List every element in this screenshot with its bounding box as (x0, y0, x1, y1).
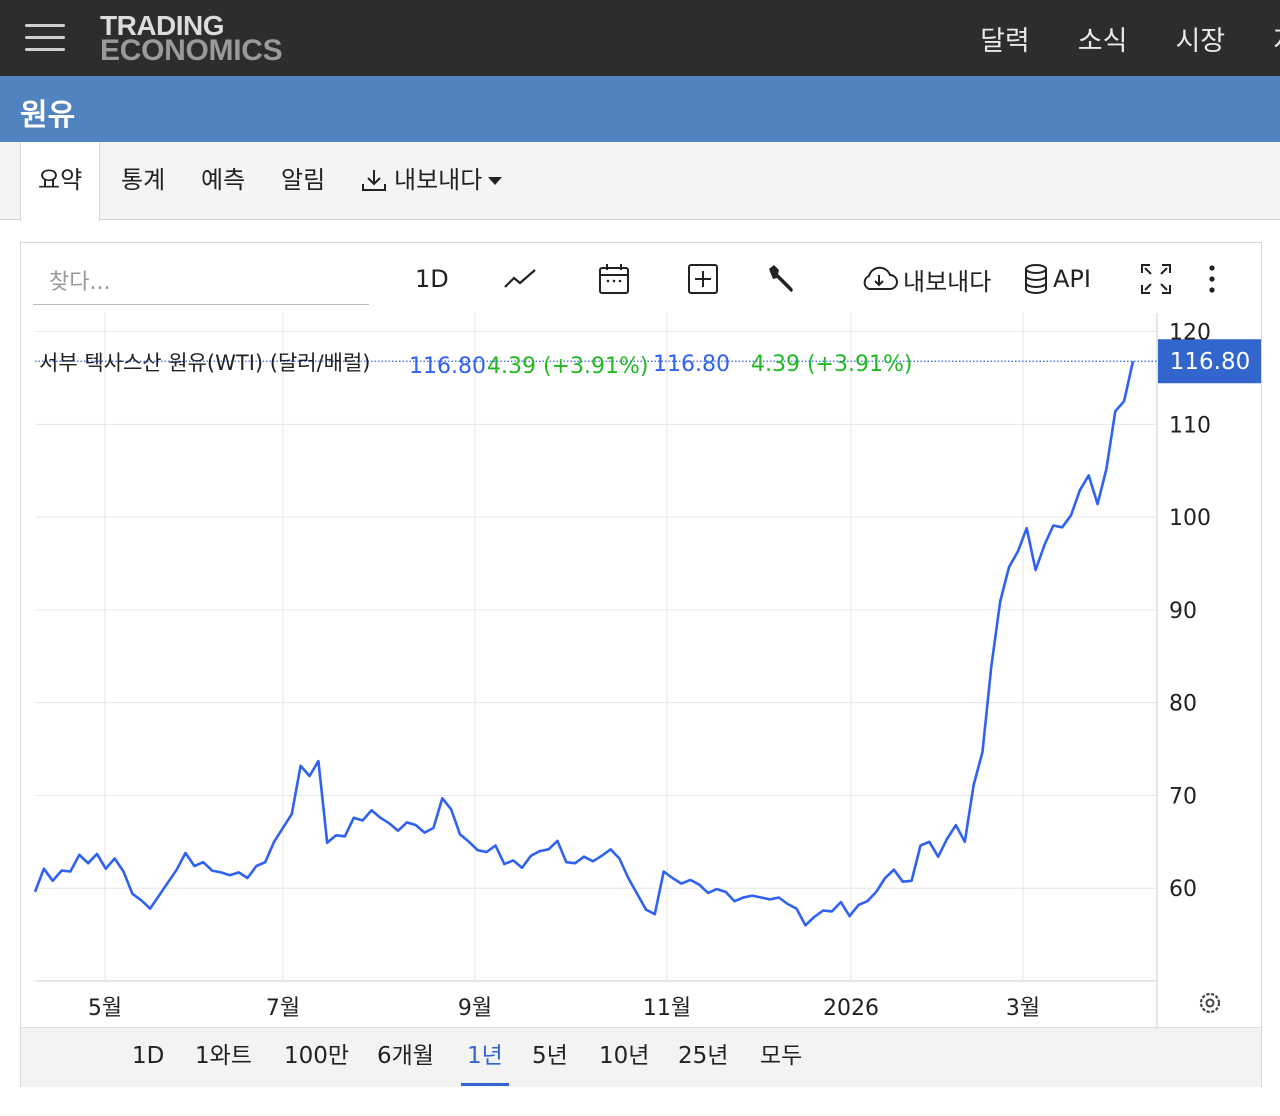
interval-button[interactable]: 1D (415, 265, 449, 293)
date-range-button[interactable] (597, 259, 631, 299)
x-tick-label: 2026 (823, 996, 879, 1021)
series-line-wti (33, 360, 1135, 927)
compare-button[interactable] (687, 259, 719, 299)
calendar-icon (599, 264, 629, 294)
y-tick-label: 60 (1169, 877, 1197, 902)
wrench-icon (769, 265, 793, 292)
nav-indicators[interactable]: 지 (1273, 19, 1280, 58)
x-tick-label: 11월 (643, 996, 691, 1021)
y-tick-label: 70 (1169, 784, 1197, 809)
range-1y[interactable]: 1년 (461, 1028, 509, 1086)
last-value-label: 116.80 (1170, 349, 1250, 375)
add-icon (688, 264, 718, 294)
top-navigation-bar: TRADING ECONOMICS 달력 소식 시장 지 (0, 0, 1280, 76)
chart-type-button[interactable] (503, 259, 539, 299)
x-tick-label: 5월 (88, 996, 122, 1021)
legend-series-label: 서부 텍사스산 원유(WTI) (달러/배럴) (39, 351, 371, 375)
range-5y[interactable]: 5년 (532, 1043, 568, 1069)
y-tick-label: 110 (1169, 413, 1211, 438)
customize-button[interactable] (765, 259, 797, 299)
legend-value-a: 116.80 (409, 354, 486, 379)
more-vertical-icon (1209, 265, 1215, 293)
chart-grid (35, 313, 1157, 981)
page-title: 원유 (20, 98, 76, 133)
y-tick-label: 90 (1169, 599, 1197, 624)
cloud-download-icon (863, 266, 898, 290)
x-tick-label: 3월 (1006, 996, 1040, 1021)
api-button[interactable]: API (1023, 259, 1091, 299)
legend-change-a: 4.39 (+3.91%) (487, 354, 648, 379)
nav-calendar[interactable]: 달력 (980, 25, 1030, 57)
chart-panel: 찾다... 1D 내보내다 API 116.80 60 70 80 90 100 110 1… (20, 242, 1262, 1087)
range-6m[interactable]: 6개월 (377, 1043, 434, 1069)
menu-icon[interactable] (25, 22, 65, 54)
tab-export[interactable]: 내보내다 (360, 142, 503, 220)
legend-change-b: 4.39 (+3.91%) (751, 352, 912, 377)
site-logo[interactable]: TRADING ECONOMICS (100, 12, 310, 68)
caret-down-icon (488, 177, 503, 185)
tab-export-label: 내보내다 (394, 166, 483, 194)
download-icon (362, 170, 386, 191)
section-tabs: 요약 통계 예측 알림 내보내다 (0, 142, 1280, 221)
more-options-button[interactable] (1207, 259, 1217, 299)
tab-statistics[interactable]: 통계 (121, 166, 166, 194)
top-nav-links: 달력 소식 시장 지 (932, 0, 1280, 76)
fullscreen-icon (1141, 264, 1171, 294)
tab-forecast[interactable]: 예측 (201, 166, 246, 194)
tab-alerts[interactable]: 알림 (281, 166, 326, 194)
chart-settings-button[interactable] (1199, 992, 1221, 1014)
chart-search-input[interactable]: 찾다... (33, 261, 369, 305)
range-1d[interactable]: 1D (132, 1043, 165, 1069)
range-10y[interactable]: 10년 (599, 1043, 650, 1069)
database-icon (1025, 264, 1047, 294)
export-button[interactable]: 내보내다 (859, 259, 991, 299)
line-chart-icon (504, 269, 536, 288)
legend-value-b: 116.80 (653, 352, 730, 377)
chart-axes: 60 70 80 90 100 110 120 5월 7월 9월 11월 2026 3월 (35, 313, 1211, 1027)
range-all[interactable]: 모두 (760, 1043, 803, 1069)
range-1w[interactable]: 1와트 (195, 1043, 252, 1069)
tab-summary[interactable]: 요약 (20, 142, 101, 221)
export-label: 내보내다 (903, 267, 992, 296)
settings-gear-icon (1199, 992, 1221, 1014)
api-label: API (1053, 265, 1091, 293)
fullscreen-button[interactable] (1139, 259, 1173, 299)
x-tick-label: 7월 (266, 996, 300, 1021)
chart-marks: 116.80 (33, 339, 1261, 927)
nav-markets[interactable]: 시장 (1175, 25, 1226, 57)
logo-line-2: ECONOMICS (100, 34, 283, 67)
page-title-bar: 원유 (0, 76, 1280, 142)
range-25y[interactable]: 25년 (678, 1043, 729, 1069)
y-tick-label: 120 (1169, 321, 1211, 346)
range-selector: 1D 1와트 100만 6개월 1년 5년 10년 25년 모두 (21, 1027, 1261, 1087)
range-1m[interactable]: 100만 (284, 1043, 350, 1069)
y-tick-label: 80 (1169, 692, 1197, 717)
last-value-badge (1158, 339, 1261, 384)
x-tick-label: 9월 (458, 996, 492, 1021)
logo-line-1: TRADING (100, 10, 225, 41)
y-tick-label: 100 (1169, 506, 1211, 531)
nav-news[interactable]: 소식 (1077, 25, 1128, 57)
